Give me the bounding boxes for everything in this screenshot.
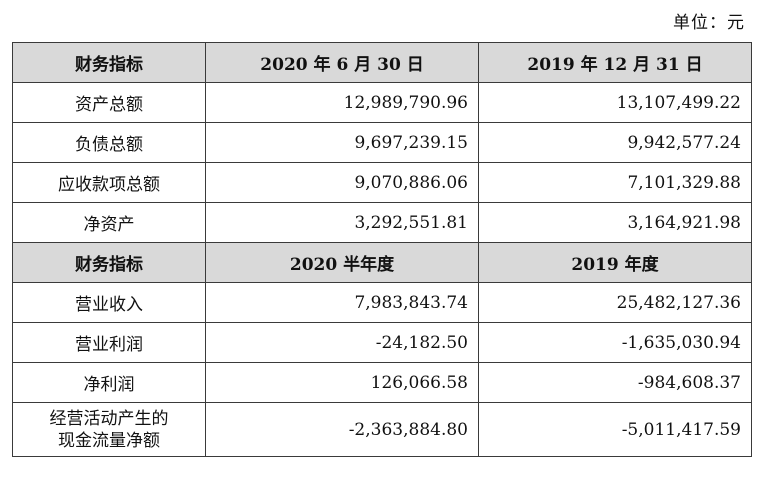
row-label: 应收款项总额 <box>12 162 206 203</box>
table-row: 资产总额 12,989,790.96 13,107,499.22 <box>12 82 752 123</box>
row-label: 负债总额 <box>12 122 206 163</box>
table-row: 营业收入 7,983,843.74 25,482,127.36 <box>12 282 752 323</box>
table-row: 应收款项总额 9,070,886.06 7,101,329.88 <box>12 162 752 203</box>
table-header-row: 财务指标 2020 半年度 2019 年度 <box>12 242 752 283</box>
table-row: 净利润 126,066.58 -984,608.37 <box>12 362 752 403</box>
table-header-row: 财务指标 2020 年 6 月 30 日 2019 年 12 月 31 日 <box>12 42 752 83</box>
cell-value: 7,101,329.88 <box>478 162 752 203</box>
column-header: 2019 年度 <box>478 242 752 283</box>
cell-value: 12,989,790.96 <box>205 82 479 123</box>
cell-value: 25,482,127.36 <box>478 282 752 323</box>
row-label: 净资产 <box>12 202 206 243</box>
column-header: 财务指标 <box>12 42 206 83</box>
cell-value: -1,635,030.94 <box>478 322 752 363</box>
table-row: 经营活动产生的 现金流量净额 -2,363,884.80 -5,011,417.… <box>12 402 752 457</box>
table-row: 净资产 3,292,551.81 3,164,921.98 <box>12 202 752 243</box>
cell-value: 13,107,499.22 <box>478 82 752 123</box>
cell-value: 3,292,551.81 <box>205 202 479 243</box>
table-row: 负债总额 9,697,239.15 9,942,577.24 <box>12 122 752 163</box>
cell-value: 9,942,577.24 <box>478 122 752 163</box>
cell-value: 7,983,843.74 <box>205 282 479 323</box>
column-header: 2019 年 12 月 31 日 <box>478 42 752 83</box>
row-label-line: 现金流量净额 <box>58 430 160 451</box>
row-label-line: 经营活动产生的 <box>49 408 169 429</box>
column-header: 财务指标 <box>12 242 206 283</box>
table-row: 营业利润 -24,182.50 -1,635,030.94 <box>12 322 752 363</box>
row-label: 营业收入 <box>12 282 206 323</box>
column-header: 2020 半年度 <box>205 242 479 283</box>
cell-value: -984,608.37 <box>478 362 752 403</box>
cell-value: 9,070,886.06 <box>205 162 479 203</box>
financial-indicators-table: 财务指标 2020 年 6 月 30 日 2019 年 12 月 31 日 资产… <box>12 42 752 457</box>
unit-label: 单位：元 <box>673 13 745 33</box>
cell-value: 9,697,239.15 <box>205 122 479 163</box>
row-label: 资产总额 <box>12 82 206 123</box>
cell-value: -2,363,884.80 <box>205 402 479 457</box>
row-label: 净利润 <box>12 362 206 403</box>
row-label: 经营活动产生的 现金流量净额 <box>12 402 206 457</box>
cell-value: -5,011,417.59 <box>478 402 752 457</box>
cell-value: 126,066.58 <box>205 362 479 403</box>
cell-value: -24,182.50 <box>205 322 479 363</box>
cell-value: 3,164,921.98 <box>478 202 752 243</box>
column-header: 2020 年 6 月 30 日 <box>205 42 479 83</box>
row-label: 营业利润 <box>12 322 206 363</box>
